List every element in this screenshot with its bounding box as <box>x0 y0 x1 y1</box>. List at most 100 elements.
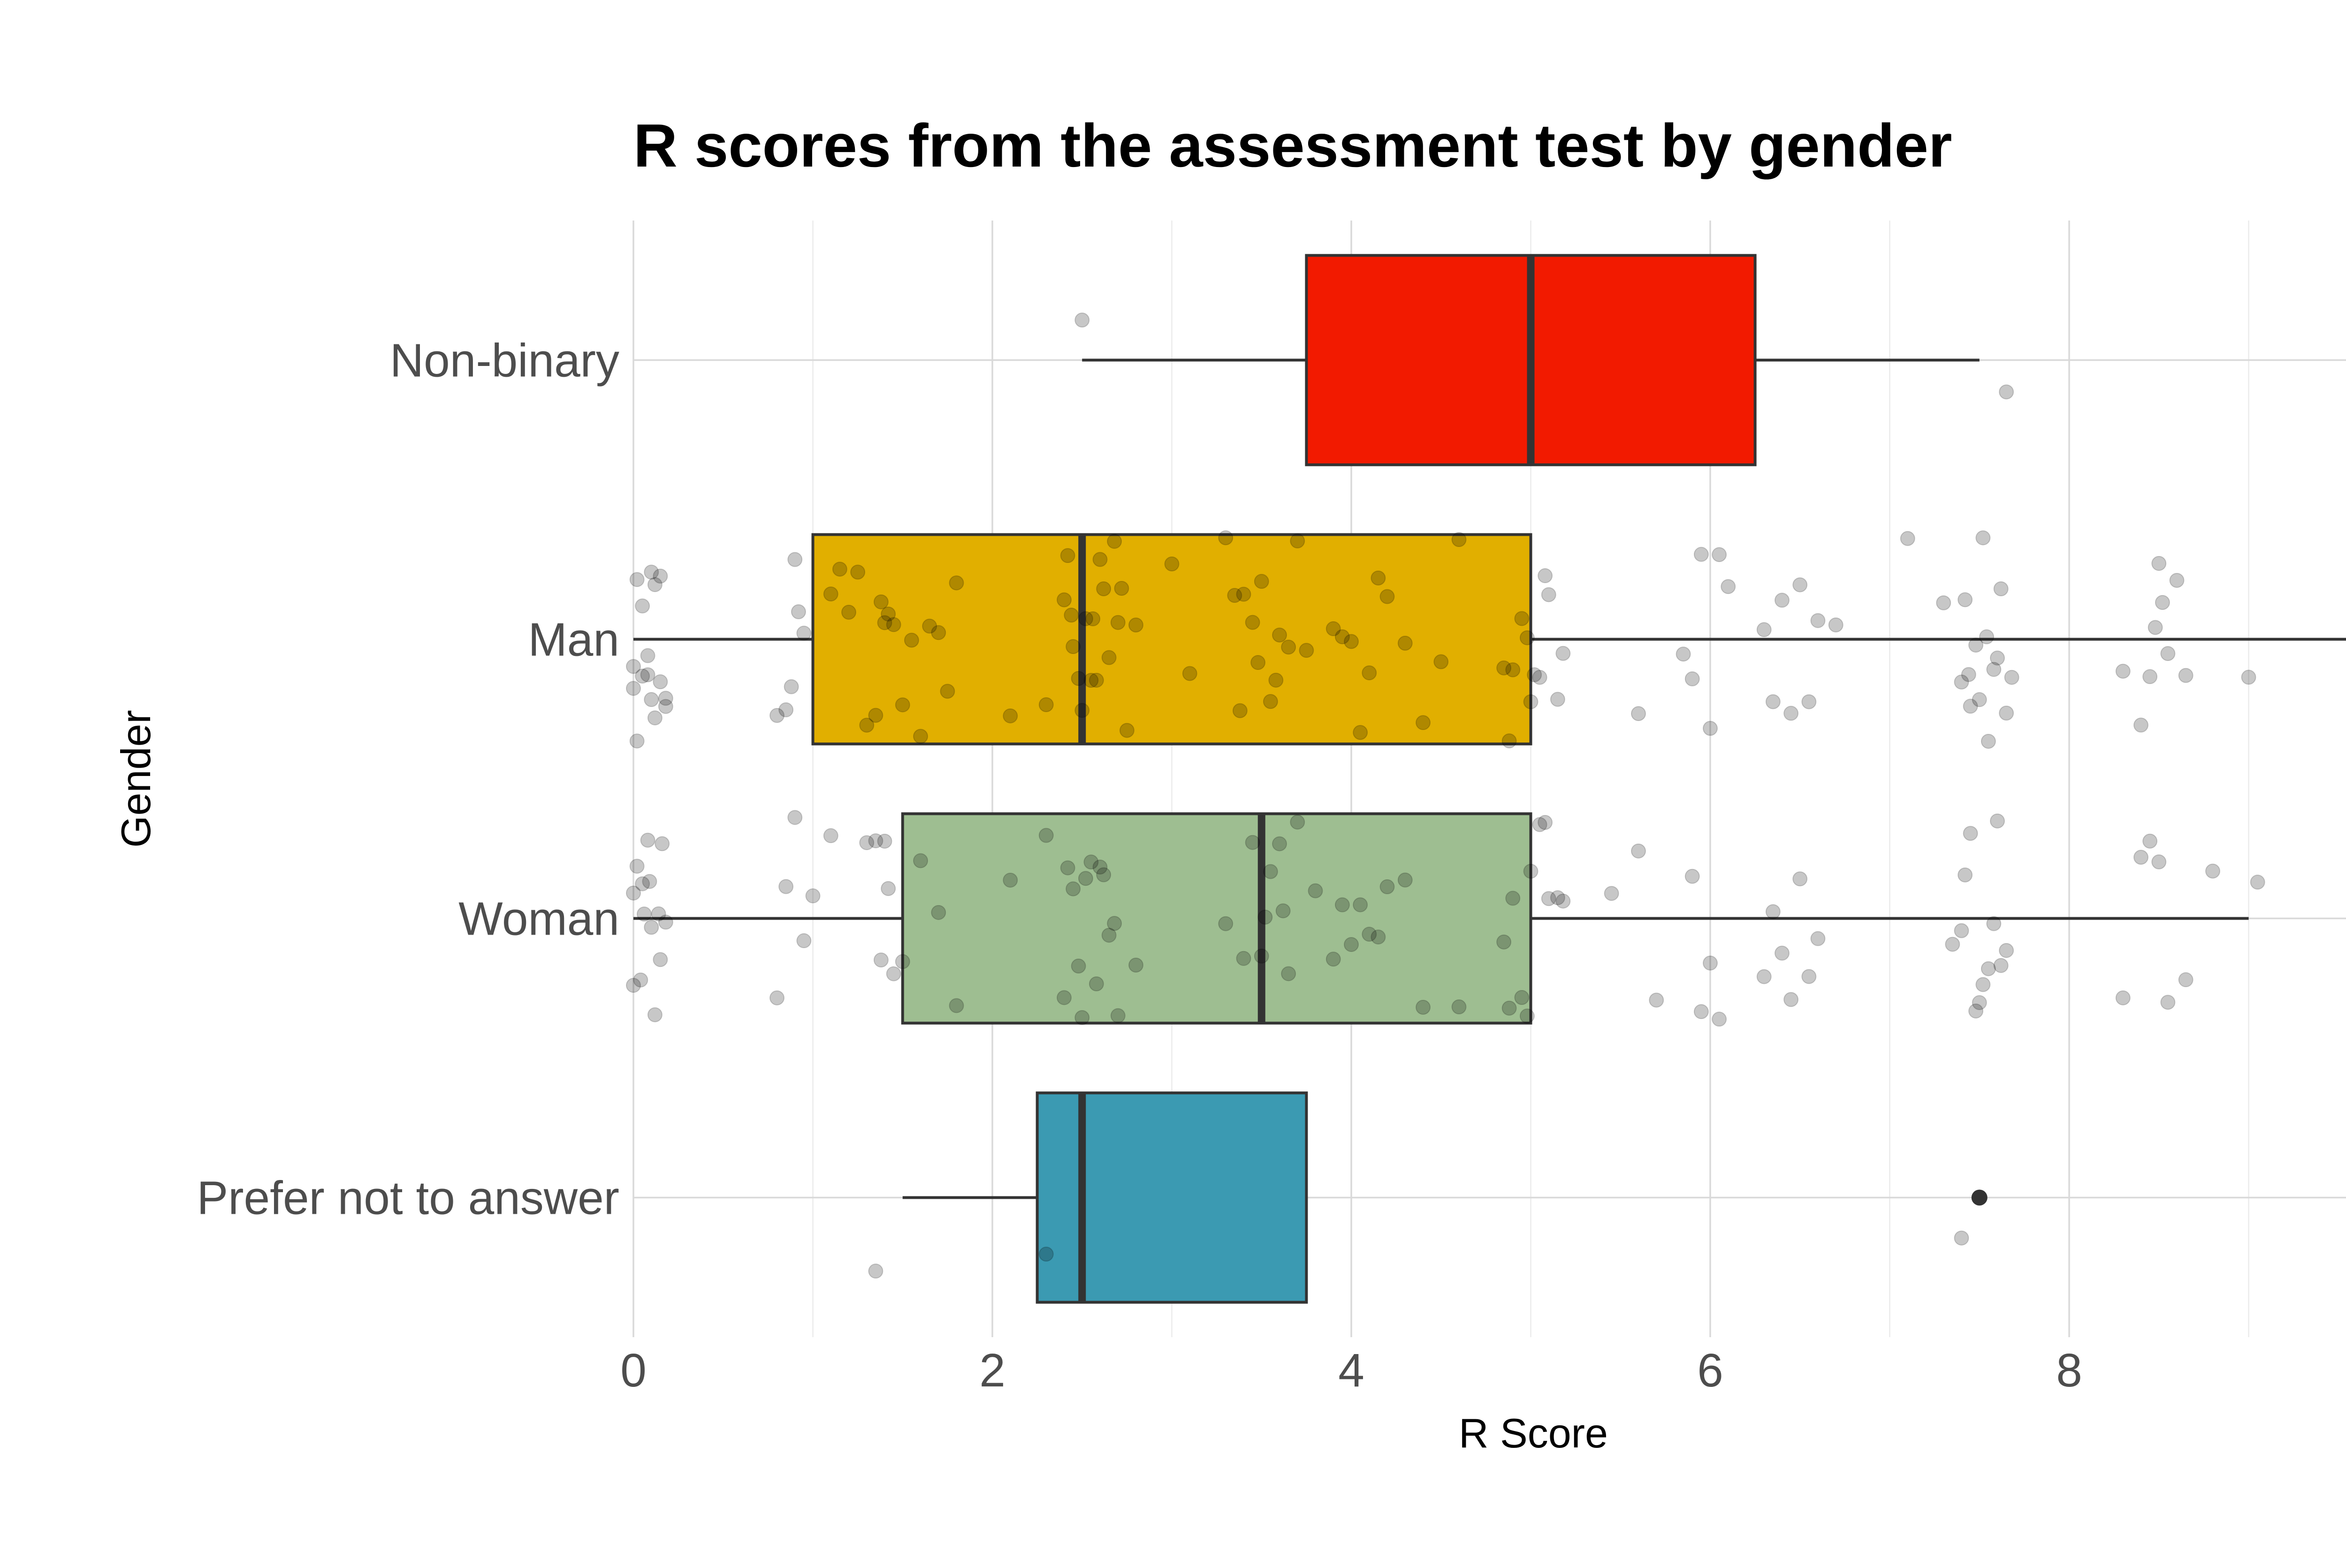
jitter-point <box>658 699 673 714</box>
jitter-point <box>913 729 928 744</box>
jitter-point <box>1693 547 1709 562</box>
jitter-point <box>2004 670 2019 685</box>
jitter-point <box>1990 650 2005 666</box>
jitter-point <box>2151 854 2167 870</box>
jitter-point <box>1268 672 1284 688</box>
jitter-point <box>769 990 785 1005</box>
jitter-point <box>1810 613 1826 628</box>
jitter-point <box>931 625 946 640</box>
jitter-point <box>1501 1000 1517 1016</box>
jitter-point <box>1074 1010 1090 1025</box>
jitter-point <box>2115 663 2131 679</box>
jitter-point <box>1071 959 1086 974</box>
jitter-point <box>644 564 659 580</box>
jitter-point <box>1703 721 1718 736</box>
jitter-point <box>1954 923 1969 938</box>
jitter-point <box>1676 647 1691 662</box>
jitter-point <box>626 885 641 901</box>
jitter-point <box>1999 705 2014 721</box>
jitter-point <box>1164 556 1180 571</box>
jitter-point <box>1792 871 1808 887</box>
jitter-point <box>635 598 650 614</box>
jitter-point <box>1257 909 1273 925</box>
jitter-point <box>1416 999 1431 1015</box>
jitter-point <box>1182 666 1197 681</box>
jitter-point <box>2160 995 2176 1010</box>
category-label: Non-binary <box>390 335 619 387</box>
jitter-point <box>1362 665 1377 681</box>
jitter-point <box>787 810 803 825</box>
jitter-point <box>1275 903 1291 919</box>
jitter-point <box>1344 937 1359 952</box>
jitter-point <box>1801 694 1817 709</box>
jitter-point <box>791 604 806 619</box>
jitter-point <box>1218 916 1234 931</box>
jitter-point <box>1993 581 2009 596</box>
jitter-point <box>1290 814 1305 830</box>
jitter-point <box>881 881 896 896</box>
jitter-point <box>1538 568 1553 584</box>
jitter-point <box>2142 833 2158 849</box>
jitter-point <box>1254 574 1269 589</box>
jitter-point <box>1963 699 1978 714</box>
jitter-point <box>778 702 794 717</box>
jitter-point <box>1954 674 1969 690</box>
x-tick-label: 2 <box>979 1344 1005 1397</box>
box-iqr <box>901 812 1532 1025</box>
jitter-point <box>1538 814 1553 830</box>
x-axis-title: R Score <box>1459 1410 1608 1456</box>
jitter-point <box>1057 592 1072 608</box>
jitter-point <box>1505 662 1521 677</box>
jitter-point <box>1975 977 1991 992</box>
jitter-point <box>1972 692 1987 708</box>
jitter-point <box>1693 1004 1709 1020</box>
jitter-point <box>1003 708 1018 723</box>
jitter-point <box>1979 629 1995 645</box>
jitter-point <box>2178 668 2194 683</box>
jitter-point <box>1101 650 1117 665</box>
jitter-point <box>1936 595 1951 610</box>
jitter-point <box>1078 871 1093 886</box>
jitter-point <box>629 572 645 587</box>
category-label: Woman <box>458 893 619 945</box>
jitter-point <box>886 617 901 632</box>
jitter-point <box>1631 706 1646 721</box>
jitter-point <box>1775 593 1790 608</box>
jitter-point <box>1092 859 1108 875</box>
jitter-point <box>626 659 641 674</box>
jitter-point <box>1281 966 1296 982</box>
jitter-points <box>626 312 2265 1279</box>
x-tick-label: 8 <box>2056 1344 2082 1397</box>
jitter-point <box>1945 936 1960 952</box>
jitter-point <box>1071 671 1086 686</box>
jitter-point <box>1451 532 1467 548</box>
jitter-point <box>850 564 866 580</box>
jitter-point <box>778 879 794 894</box>
jitter-point <box>1519 1008 1535 1024</box>
jitter-point <box>1961 667 1976 682</box>
jitter-point <box>1250 655 1266 670</box>
jitter-point <box>1496 660 1512 676</box>
jitter-point <box>1541 587 1556 602</box>
jitter-point <box>1550 692 1565 707</box>
chart-title: R scores from the assessment test by gen… <box>633 111 1952 180</box>
jitter-point <box>1299 643 1314 658</box>
jitter-point <box>640 667 655 683</box>
box-iqr <box>1036 1091 1308 1304</box>
jitter-point <box>805 888 821 904</box>
jitter-point <box>1236 586 1251 602</box>
jitter-point <box>895 954 910 969</box>
jitter-point <box>658 914 673 930</box>
jitter-point <box>1397 635 1413 651</box>
jitter-point <box>1110 615 1126 630</box>
jitter-point <box>1038 1247 1054 1262</box>
jitter-point <box>1074 312 1090 328</box>
jitter-point <box>1232 703 1248 718</box>
jitter-point <box>1096 867 1112 883</box>
jitter-point <box>796 933 812 949</box>
jitter-point <box>626 978 641 993</box>
jitter-point <box>2133 850 2148 865</box>
jitter-point <box>1114 580 1129 596</box>
jitter-point <box>940 684 955 699</box>
